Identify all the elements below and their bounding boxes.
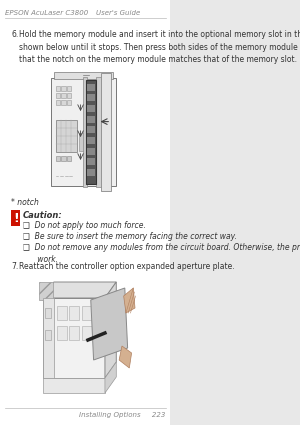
- Bar: [43, 378, 105, 393]
- Text: * notch: * notch: [11, 198, 39, 207]
- Bar: [87, 137, 95, 144]
- Bar: [57, 306, 67, 320]
- Bar: [83, 77, 87, 187]
- Polygon shape: [105, 362, 116, 393]
- Bar: [96, 77, 101, 187]
- Polygon shape: [43, 282, 116, 298]
- Bar: [101, 73, 111, 191]
- Bar: [11, 210, 20, 226]
- Bar: [86, 80, 96, 184]
- Text: ❑  Be sure to insert the memory facing the correct way.: ❑ Be sure to insert the memory facing th…: [23, 232, 237, 241]
- Bar: [56, 93, 60, 98]
- Bar: [87, 94, 95, 101]
- Text: Hold the memory module and insert it into the optional memory slot in the orient: Hold the memory module and insert it int…: [19, 30, 300, 64]
- Bar: [45, 308, 51, 318]
- Text: 6.: 6.: [11, 30, 19, 39]
- Text: Reattach the controller option expanded aperture plate.: Reattach the controller option expanded …: [19, 262, 234, 271]
- Bar: [57, 326, 67, 340]
- Polygon shape: [105, 282, 116, 378]
- Bar: [56, 156, 60, 161]
- Bar: [87, 126, 95, 133]
- Bar: [43, 298, 54, 378]
- Text: User's Guide: User's Guide: [96, 10, 141, 16]
- Bar: [67, 100, 71, 105]
- Text: 7.: 7.: [11, 262, 19, 271]
- Text: ❑  Do not apply too much force.: ❑ Do not apply too much force.: [23, 221, 146, 230]
- Polygon shape: [124, 288, 135, 313]
- Text: !: !: [13, 212, 19, 224]
- Text: Installing Options     223: Installing Options 223: [79, 412, 166, 418]
- Bar: [56, 120, 77, 152]
- Bar: [61, 93, 66, 98]
- Polygon shape: [119, 346, 132, 368]
- Bar: [87, 158, 95, 165]
- Polygon shape: [91, 288, 128, 360]
- Bar: [82, 306, 92, 320]
- Bar: [43, 298, 105, 378]
- Bar: [39, 282, 53, 300]
- Bar: [87, 116, 95, 123]
- Bar: [56, 86, 60, 91]
- Bar: [67, 86, 71, 91]
- Bar: [54, 72, 113, 79]
- Text: EPSON AcuLaser C3800: EPSON AcuLaser C3800: [4, 10, 88, 16]
- Bar: [61, 100, 66, 105]
- Bar: [61, 156, 66, 161]
- Bar: [67, 93, 71, 98]
- Bar: [80, 133, 86, 151]
- Bar: [51, 78, 116, 186]
- Bar: [56, 100, 60, 105]
- Text: ❑  Do not remove any modules from the circuit board. Otherwise, the printer will: ❑ Do not remove any modules from the cir…: [23, 243, 300, 264]
- Bar: [87, 84, 95, 91]
- Bar: [87, 148, 95, 155]
- Bar: [69, 306, 80, 320]
- Bar: [87, 169, 95, 176]
- Bar: [61, 86, 66, 91]
- Bar: [82, 326, 92, 340]
- Bar: [45, 330, 51, 340]
- Bar: [69, 326, 80, 340]
- Bar: [67, 156, 71, 161]
- Bar: [87, 105, 95, 112]
- Text: Caution:: Caution:: [23, 211, 62, 220]
